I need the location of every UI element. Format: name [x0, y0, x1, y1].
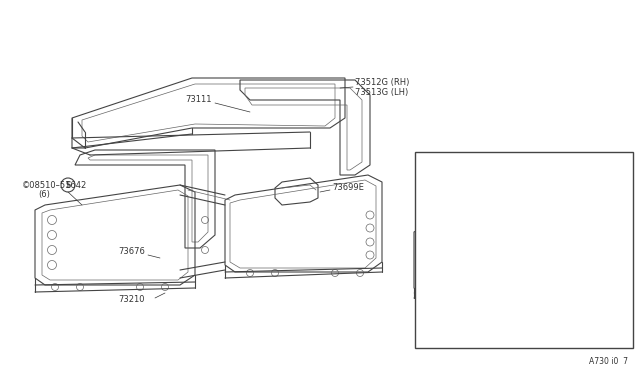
- Text: ©08510–51642: ©08510–51642: [22, 180, 87, 189]
- Text: 73513G (LH): 73513G (LH): [355, 87, 408, 96]
- Bar: [415, 152, 633, 348]
- Text: S: S: [65, 180, 70, 189]
- Text: 73676: 73676: [118, 247, 145, 257]
- Text: 73l11: 73l11: [425, 246, 447, 254]
- Text: 73699E: 73699E: [332, 183, 364, 192]
- Text: (6): (6): [38, 189, 50, 199]
- Text: 73512G(RH): 73512G(RH): [425, 164, 472, 173]
- Text: 73111: 73111: [185, 96, 211, 105]
- Text: 4S: 4S: [616, 158, 628, 168]
- Text: 73210: 73210: [118, 295, 145, 305]
- Text: 73210: 73210: [425, 301, 449, 310]
- Text: 73512G (RH): 73512G (RH): [355, 77, 410, 87]
- Text: 73699E: 73699E: [526, 211, 555, 219]
- Text: A730 i0  7: A730 i0 7: [589, 357, 628, 366]
- Text: 73513G(LH): 73513G(LH): [425, 173, 471, 182]
